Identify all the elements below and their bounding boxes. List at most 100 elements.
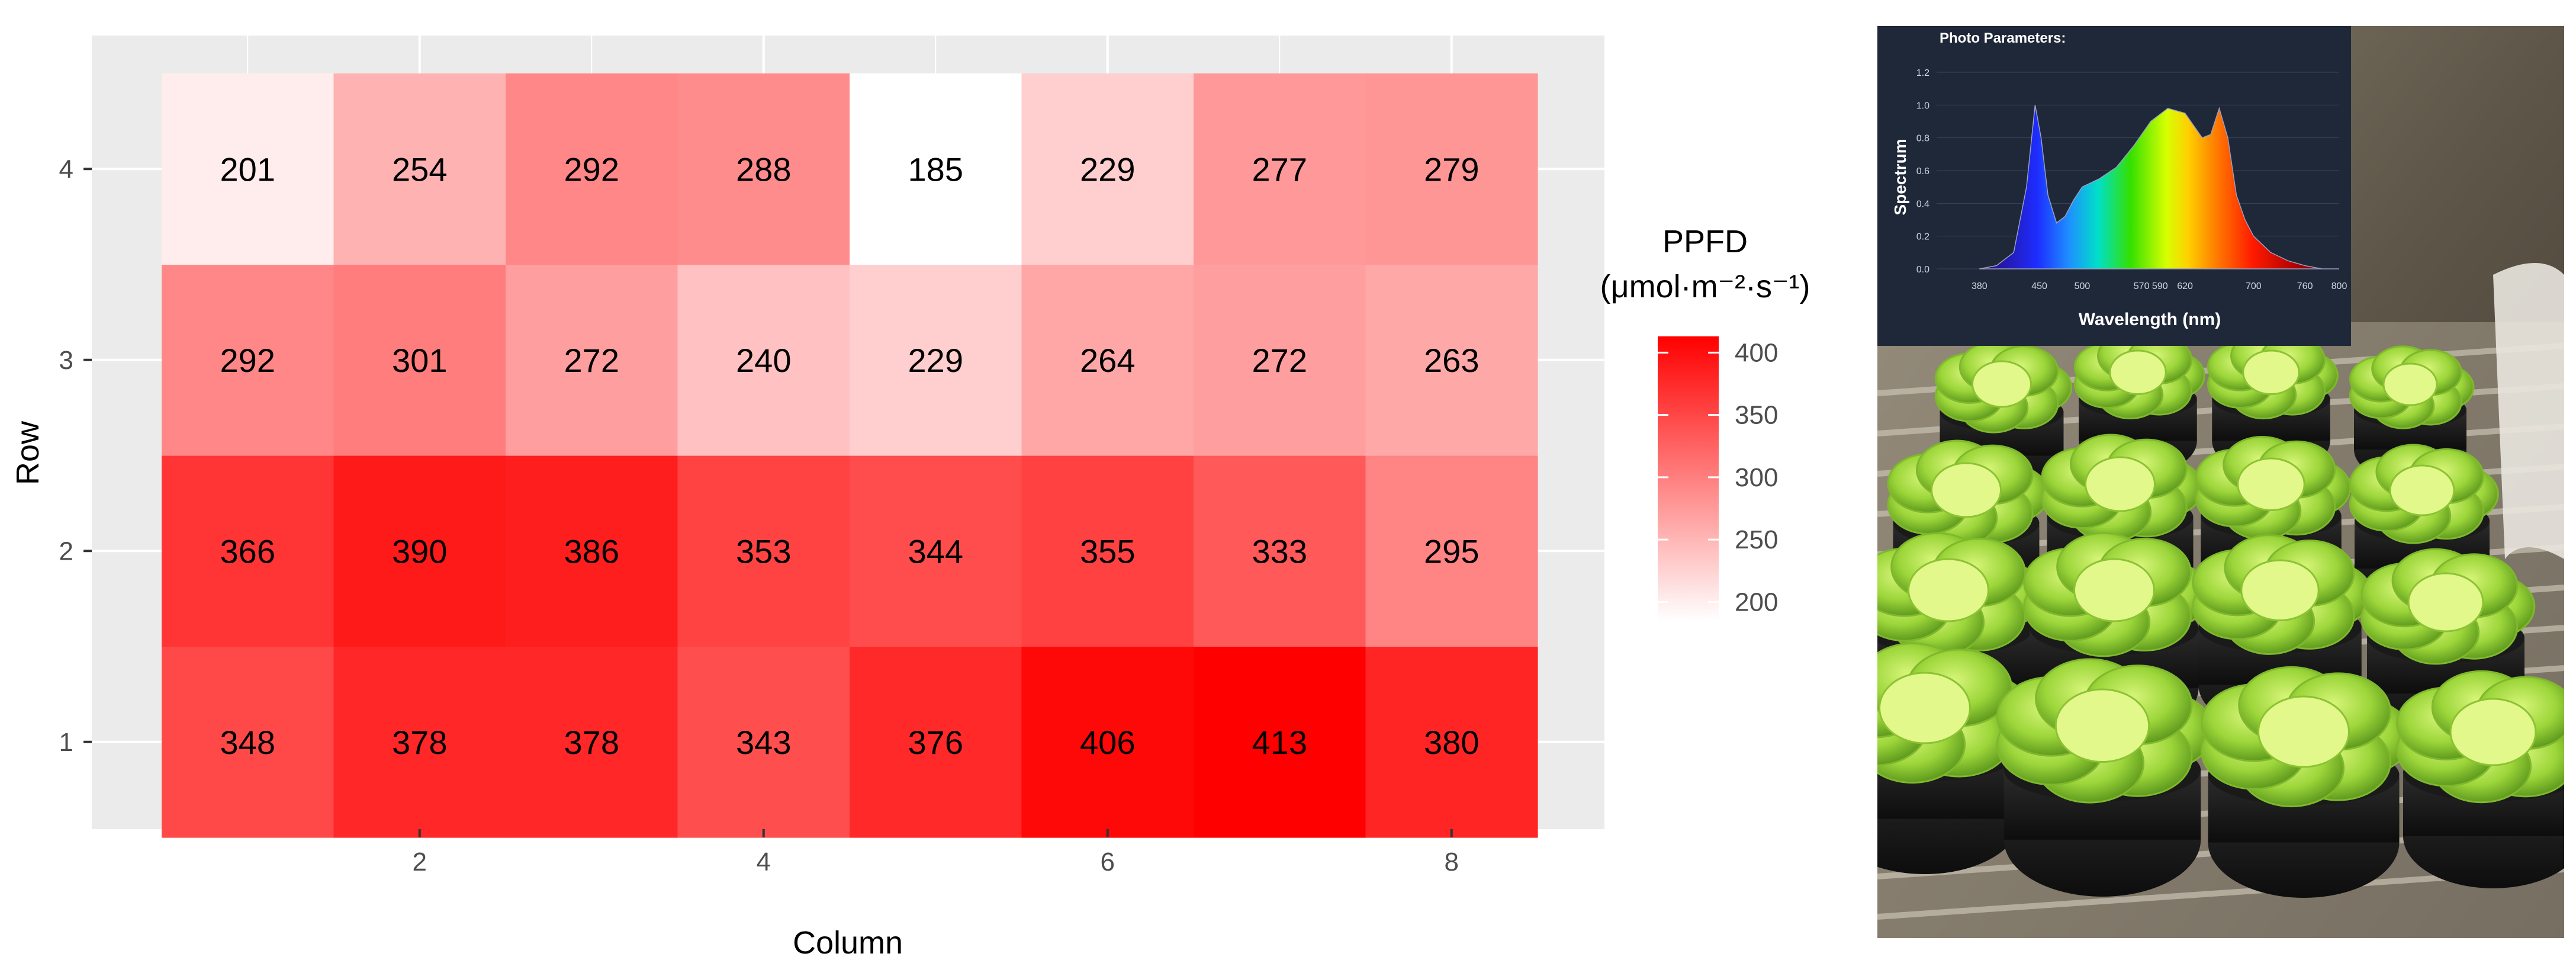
heatmap-cell xyxy=(1365,73,1538,265)
cell-value-label: 390 xyxy=(392,532,447,570)
spectrum-y-tick: 1.0 xyxy=(1916,101,1929,111)
cell-value-label: 386 xyxy=(564,532,619,570)
cell-value-label: 292 xyxy=(564,150,619,188)
cell-value-labels: 348 378 378 343 376 406 413 380 366 390 386 353 344 3… xyxy=(220,150,1480,761)
spectrum-x-tick: 570 590 xyxy=(2134,281,2168,291)
heatmap-cell xyxy=(850,264,1022,456)
heatmap-cell xyxy=(850,455,1022,647)
heatmap-cell xyxy=(677,646,850,838)
heatmap-cell xyxy=(1021,264,1194,456)
cell-value-label: 355 xyxy=(1080,532,1135,570)
legend-tick-label: 250 xyxy=(1735,525,1778,554)
axes: 2 4 6 8 1 2 3 4 xyxy=(59,155,1459,877)
spectrum-x-tick: 500 xyxy=(2075,281,2091,291)
y-tick-label: 4 xyxy=(59,155,73,184)
cell-value-label: 406 xyxy=(1080,724,1135,761)
spectrum-header: Photo Parameters: xyxy=(1940,30,2066,46)
spectrum-y-tick: 0.6 xyxy=(1916,166,1929,176)
cell-value-label: 264 xyxy=(1080,342,1135,379)
cell-value-label: 272 xyxy=(564,342,619,379)
y-axis-title: Row xyxy=(10,420,46,485)
cell-value-label: 343 xyxy=(736,724,791,761)
heatmap-cell xyxy=(677,455,850,647)
heatmap-cell xyxy=(506,646,678,838)
x-tick-label: 2 xyxy=(413,847,427,877)
cell-value-label: 201 xyxy=(220,150,275,188)
heatmap-cells xyxy=(162,73,1538,838)
legend-tick-label: 400 xyxy=(1735,338,1778,367)
spectrum-x-tick: 760 xyxy=(2297,281,2313,291)
lettuce-photo: Photo Parameters: Spectrum Wavelength (n… xyxy=(1877,26,2564,938)
cell-value-label: 348 xyxy=(220,724,275,761)
heatmap-cell xyxy=(1365,455,1538,647)
y-tick-label: 1 xyxy=(59,728,73,757)
y-tick-label: 3 xyxy=(59,346,73,375)
legend-colorbar xyxy=(1658,336,1719,621)
spectrum-inset: Photo Parameters: Spectrum Wavelength (n… xyxy=(1877,26,2351,346)
spectrum-x-tick: 700 xyxy=(2246,281,2262,291)
spectrum-y-tick: 0.2 xyxy=(1916,232,1929,242)
spectrum-x-tick: 380 xyxy=(1972,281,1988,291)
heatmap-cell xyxy=(1021,73,1194,265)
legend-tick-label: 300 xyxy=(1735,463,1778,492)
heatmap-cell xyxy=(333,455,506,647)
y-tick-label: 2 xyxy=(59,537,73,566)
cell-value-label: 240 xyxy=(736,342,791,379)
spectrum-x-tick: 800 xyxy=(2331,281,2347,291)
lettuce-plant xyxy=(2200,666,2413,898)
heatmap-cell xyxy=(1194,264,1366,456)
heatmap-cell xyxy=(333,73,506,265)
spectrum-y-tick: 0.0 xyxy=(1916,265,1929,275)
cell-value-label: 295 xyxy=(1424,532,1479,570)
cell-value-label: 333 xyxy=(1252,532,1307,570)
heatmap-cell xyxy=(1194,73,1366,265)
heatmap-cell xyxy=(162,455,335,647)
heatmap-cell xyxy=(677,73,850,265)
x-tick-label: 6 xyxy=(1101,847,1115,877)
legend-title-line1: PPFD xyxy=(1662,224,1748,259)
spectrum-x-tick: 450 xyxy=(2031,281,2047,291)
spectrum-area xyxy=(1979,105,2339,269)
spectrum-y-title: Spectrum xyxy=(1891,139,1909,215)
heatmap-cell xyxy=(1194,455,1366,647)
heatmap-cell xyxy=(506,73,678,265)
spectrum-x-title: Wavelength (nm) xyxy=(2079,310,2221,329)
cell-value-label: 378 xyxy=(564,724,619,761)
cell-value-label: 380 xyxy=(1424,724,1479,761)
heatmap-cell xyxy=(162,646,335,838)
heatmap-cell xyxy=(1194,646,1366,838)
cell-value-label: 254 xyxy=(392,150,447,188)
heatmap-cell xyxy=(677,264,850,456)
heatmap-cell xyxy=(850,646,1022,838)
heatmap-cell xyxy=(333,264,506,456)
legend-ticks: 200 250 300 350 400 xyxy=(1658,338,1778,617)
cell-value-label: 272 xyxy=(1252,342,1307,379)
x-axis-title: Column xyxy=(793,925,903,961)
heatmap-cell xyxy=(162,264,335,456)
spectrum-y-tick: 1.2 xyxy=(1916,68,1929,78)
cell-value-label: 229 xyxy=(908,342,963,379)
spectrum-x-tick: 620 xyxy=(2177,281,2193,291)
heatmap-cell xyxy=(162,73,335,265)
cell-value-label: 366 xyxy=(220,532,275,570)
cell-value-label: 229 xyxy=(1080,150,1135,188)
heatmap-cell xyxy=(1365,264,1538,456)
spectrum-y-tick: 0.8 xyxy=(1916,134,1929,144)
cell-value-label: 277 xyxy=(1252,150,1307,188)
cell-value-label: 288 xyxy=(736,150,791,188)
heatmap-cell xyxy=(506,264,678,456)
legend-title-line2: (μmol·m⁻²·s⁻¹) xyxy=(1600,269,1810,304)
legend-tick-label: 350 xyxy=(1735,401,1778,430)
heatmap-cell xyxy=(1365,646,1538,838)
cell-value-label: 263 xyxy=(1424,342,1479,379)
spectrum-ticks: 0.0 0.2 0.4 0.6 0.8 1.0 1.2 380 450 500 570 590 620… xyxy=(1916,68,2347,291)
heatmap-cell xyxy=(506,455,678,647)
lettuce-plant xyxy=(2349,345,2475,482)
cell-value-label: 413 xyxy=(1252,724,1307,761)
lettuce-plant xyxy=(2396,670,2564,888)
heatmap-cell xyxy=(1021,646,1194,838)
heatmap-cell xyxy=(850,73,1022,265)
x-tick-label: 4 xyxy=(757,847,771,877)
cell-value-label: 279 xyxy=(1424,150,1479,188)
